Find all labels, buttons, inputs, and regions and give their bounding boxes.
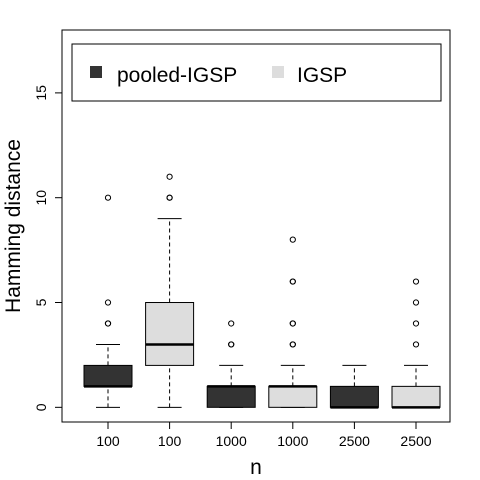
outlier-point bbox=[412, 299, 420, 306]
outlier-point bbox=[104, 320, 112, 327]
x-axis-title: n bbox=[250, 456, 262, 479]
outlier-point bbox=[412, 320, 420, 327]
box-igsp-100 bbox=[145, 173, 195, 408]
y-tick-label: 0 bbox=[33, 403, 49, 411]
box-igsp-2500 bbox=[391, 278, 441, 409]
box-series bbox=[83, 173, 441, 409]
box-body bbox=[206, 385, 256, 408]
outlier-point bbox=[289, 236, 296, 243]
box-body bbox=[145, 302, 195, 366]
outlier-point bbox=[104, 194, 112, 201]
outlier-point bbox=[228, 341, 235, 348]
box-body bbox=[329, 385, 379, 408]
x-tick-label: 100 bbox=[158, 433, 182, 449]
x-tick-label: 2500 bbox=[400, 433, 431, 449]
outlier-point bbox=[104, 299, 112, 306]
outlier-point bbox=[412, 278, 420, 285]
x-tick-label: 100 bbox=[96, 433, 120, 449]
y-axis-title: Hamming distance bbox=[2, 139, 25, 313]
y-tick-label: 15 bbox=[33, 85, 49, 101]
x-tick-label: 2500 bbox=[339, 433, 370, 449]
box-body bbox=[268, 385, 318, 408]
legend-label-pooled-igsp: pooled-IGSP bbox=[117, 64, 237, 87]
outlier-point bbox=[412, 341, 420, 348]
y-tick-label: 5 bbox=[33, 298, 49, 306]
legend-swatch-pooled-igsp bbox=[90, 66, 102, 78]
x-tick-label: 1000 bbox=[277, 433, 308, 449]
legend-swatch-igsp bbox=[272, 66, 284, 78]
legend-label-igsp: IGSP bbox=[297, 64, 347, 87]
outlier-point bbox=[166, 173, 173, 180]
legend: pooled-IGSP IGSP bbox=[71, 43, 442, 102]
outlier-point bbox=[166, 194, 173, 201]
x-axis: 100 100 1000 1000 2500 2500 bbox=[96, 421, 432, 449]
y-tick-label: 10 bbox=[33, 190, 49, 206]
outlier-point bbox=[289, 278, 296, 285]
box-pooled-igsp-100 bbox=[83, 194, 133, 408]
y-axis: 0 5 10 15 bbox=[33, 85, 63, 411]
outlier-point bbox=[228, 320, 235, 327]
legend-box bbox=[71, 43, 442, 102]
box-pooled-igsp-2500 bbox=[329, 364, 379, 409]
box-body bbox=[83, 364, 133, 387]
box-body bbox=[391, 385, 441, 408]
box-igsp-1000 bbox=[268, 236, 318, 408]
x-tick-label: 1000 bbox=[216, 433, 247, 449]
outlier-point bbox=[289, 320, 296, 327]
box-pooled-igsp-1000 bbox=[206, 320, 256, 408]
outlier-point bbox=[289, 341, 296, 348]
